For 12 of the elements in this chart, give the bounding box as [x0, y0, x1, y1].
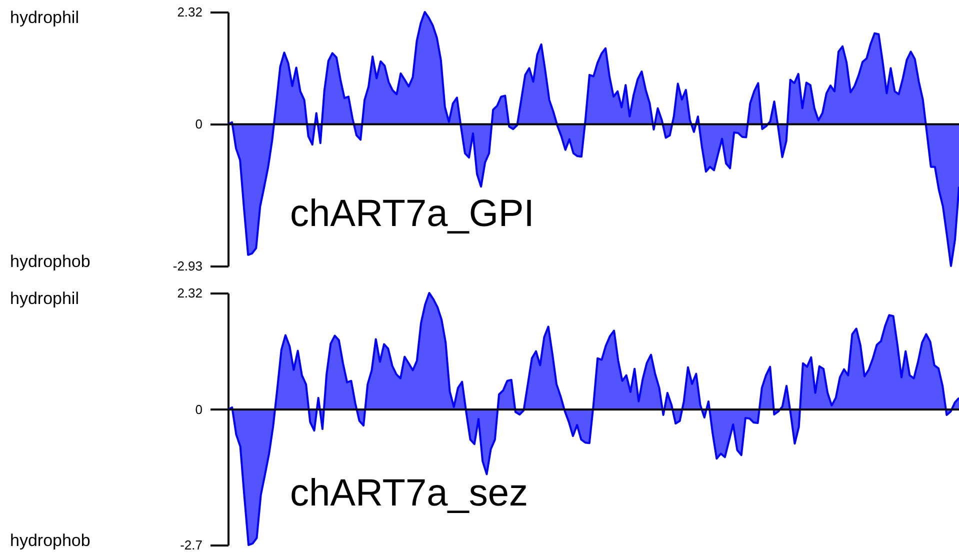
- text: chART7a_GPI: [290, 193, 534, 236]
- y-tick-label: 0: [195, 116, 202, 132]
- y-tick-label: -2.7: [180, 538, 202, 552]
- y-tick-label: 2.32: [177, 286, 202, 300]
- text: hydrophil: [10, 289, 79, 308]
- text: hydrophob: [10, 252, 90, 271]
- text: hydrophob: [10, 531, 90, 550]
- y-tick-label: 0: [195, 402, 202, 417]
- text: chART7a_sez: [290, 472, 528, 515]
- y-tick-label: -2.93: [172, 258, 202, 274]
- text: hydrophil: [10, 8, 79, 27]
- y-tick-label: 2.32: [177, 4, 202, 20]
